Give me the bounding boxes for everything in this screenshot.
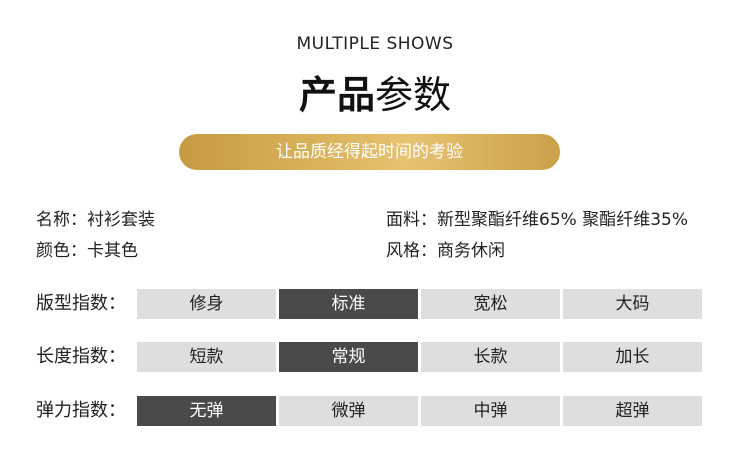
fit-option: 宽松 — [421, 289, 560, 319]
tagline-pill: 让品质经得起时间的考验 — [179, 134, 560, 170]
fit-option: 修身 — [137, 289, 276, 319]
fit-index-label: 版型指数： — [36, 293, 126, 314]
length-index-options: 短款 常规 长款 加长 — [137, 342, 702, 372]
fit-option: 大码 — [563, 289, 702, 319]
elasticity-index-label: 弹力指数： — [36, 400, 126, 421]
fit-option: 标准 — [279, 289, 418, 319]
title-light-part: 参数 — [375, 73, 452, 117]
header-en-title: MULTIPLE SHOWS — [296, 34, 454, 54]
elasticity-option: 中弹 — [421, 396, 560, 426]
page-title: 产品参数 — [0, 70, 750, 120]
length-option: 短款 — [137, 342, 276, 372]
length-option: 长款 — [421, 342, 560, 372]
elasticity-option: 无弹 — [137, 396, 276, 426]
elasticity-option: 微弹 — [279, 396, 418, 426]
length-index-label: 长度指数： — [36, 346, 126, 367]
length-option: 加长 — [563, 342, 702, 372]
elasticity-index-options: 无弹 微弹 中弹 超弹 — [137, 396, 702, 426]
spec-style: 风格：商务休闲 — [386, 241, 505, 261]
spec-color: 颜色：卡其色 — [36, 241, 138, 261]
length-option: 常规 — [279, 342, 418, 372]
spec-name: 名称：衬衫套装 — [36, 210, 155, 230]
elasticity-option: 超弹 — [563, 396, 702, 426]
title-bold-part: 产品 — [298, 73, 375, 117]
spec-fabric: 面料：新型聚酯纤维65% 聚酯纤维35% — [386, 210, 688, 230]
fit-index-options: 修身 标准 宽松 大码 — [137, 289, 702, 319]
